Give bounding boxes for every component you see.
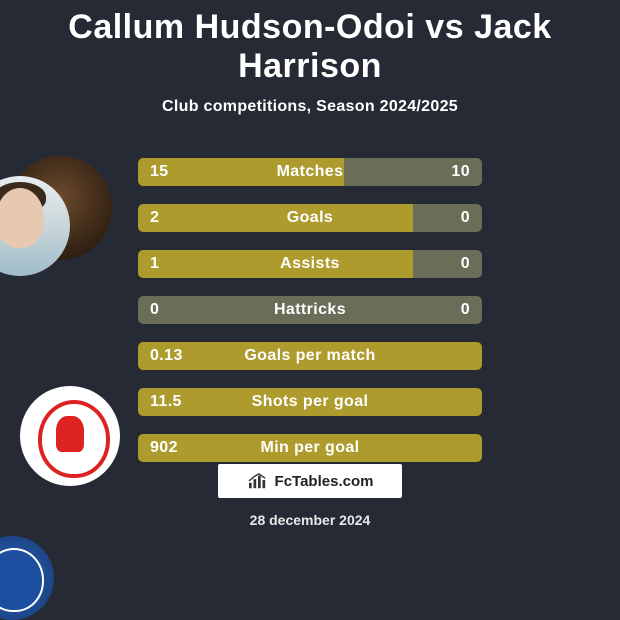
stat-label: Assists [138, 250, 482, 278]
club-left-crest [20, 386, 120, 486]
branding-label: FcTables.com [275, 473, 374, 490]
stat-label: Min per goal [138, 434, 482, 462]
stat-right-value: 10 [451, 158, 470, 186]
page-title: Callum Hudson-Odoi vs Jack Harrison [0, 0, 620, 86]
stat-right-value: 0 [461, 204, 470, 232]
stat-label: Goals [138, 204, 482, 232]
stat-bars: 15Matches102Goals01Assists00Hattricks00.… [138, 158, 482, 480]
chart-icon [247, 472, 269, 490]
branding-badge: FcTables.com [218, 464, 402, 498]
stat-row: 2Goals0 [138, 204, 482, 232]
stat-label: Matches [138, 158, 482, 186]
stat-row: 11.5Shots per goal [138, 388, 482, 416]
stat-label: Goals per match [138, 342, 482, 370]
stat-row: 15Matches10 [138, 158, 482, 186]
stat-row: 0.13Goals per match [138, 342, 482, 370]
page-subtitle: Club competitions, Season 2024/2025 [0, 98, 620, 116]
stat-row: 902Min per goal [138, 434, 482, 462]
stat-row: 0Hattricks0 [138, 296, 482, 324]
stat-label: Hattricks [138, 296, 482, 324]
stat-right-value: 0 [461, 250, 470, 278]
stat-row: 1Assists0 [138, 250, 482, 278]
club-right-crest: Everton [0, 536, 54, 620]
stat-label: Shots per goal [138, 388, 482, 416]
stat-right-value: 0 [461, 296, 470, 324]
date-label: 28 december 2024 [0, 512, 620, 528]
